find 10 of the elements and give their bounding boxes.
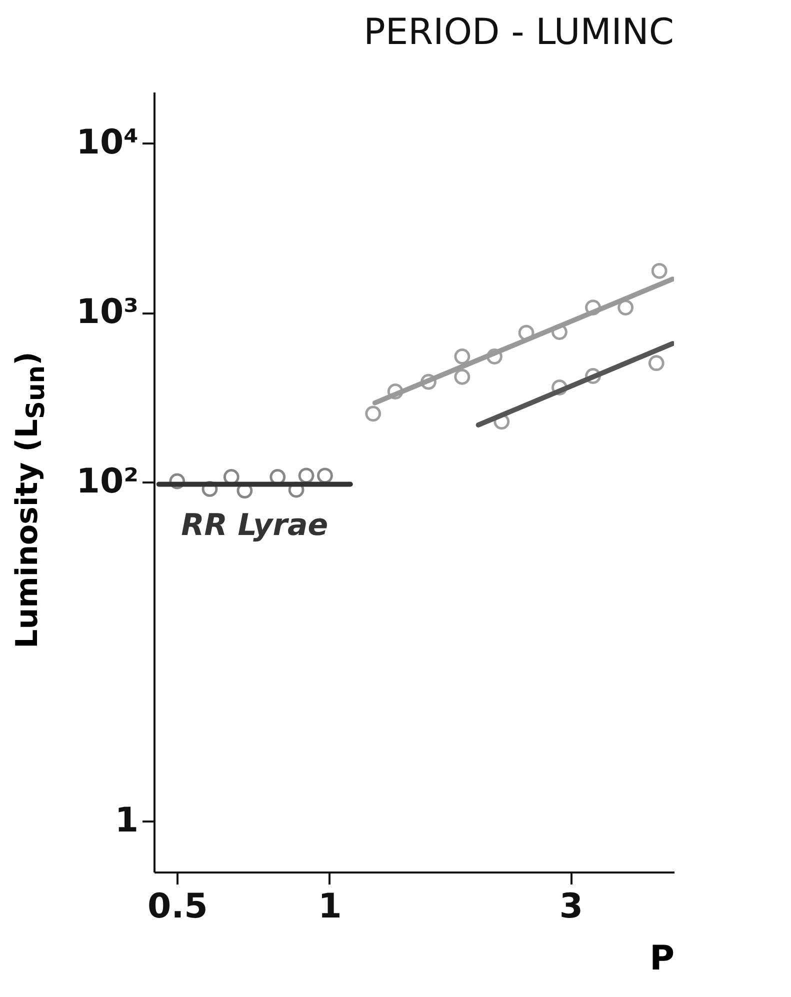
x-axis-title: P (650, 938, 674, 978)
chart-title: PERIOD - LUMINC (364, 12, 674, 53)
series-label: RR Lyrae (181, 508, 328, 544)
y-tick-label: 10⁴ (76, 122, 138, 163)
y-tick-label: 10² (76, 462, 138, 502)
y-tick-label: 10³ (76, 292, 138, 332)
x-tick-label: 1 (318, 886, 342, 926)
x-tick-label: 3 (559, 886, 584, 926)
y-tick-label: 1 (114, 800, 138, 840)
x-tick-label: 0.5 (148, 886, 208, 926)
